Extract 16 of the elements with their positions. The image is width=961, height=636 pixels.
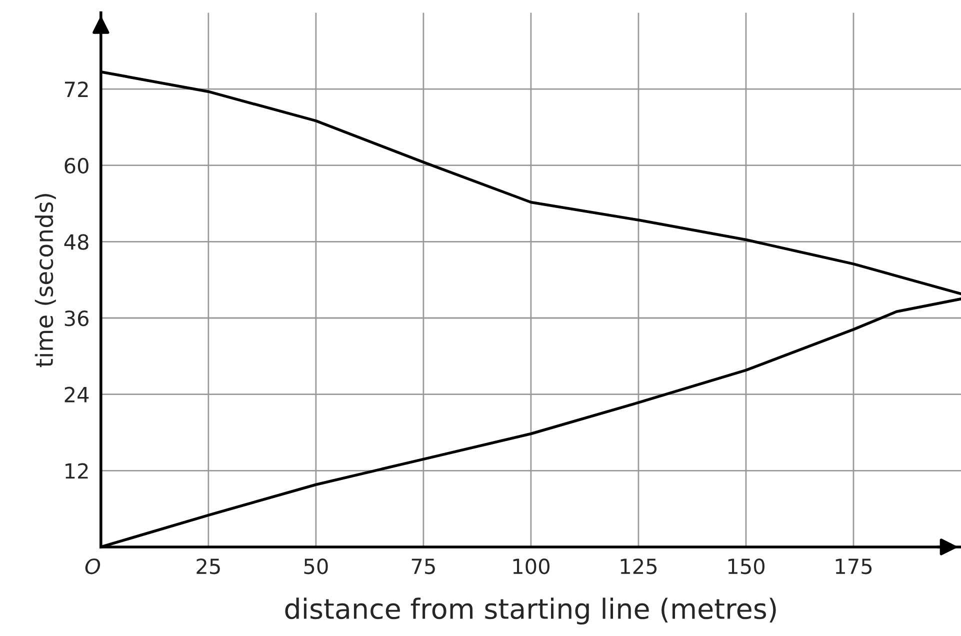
x-tick-label: 125 [620,558,657,574]
x-tick-label: 150 [728,558,764,574]
x-axis-title: distance from starting line (metres) [285,598,776,625]
y-tick-label: 60 [64,158,88,174]
x-tick-label: 25 [196,558,220,574]
x-tick-label: O [85,558,100,574]
x-tick-label: 50 [304,558,328,574]
y-tick-label: 48 [64,234,88,250]
y-tick-label: 36 [64,310,88,326]
x-tick-label: 75 [412,558,435,574]
x-tick-label: 175 [836,558,872,574]
y-tick-label: 12 [66,463,88,479]
x-tick-label: 100 [513,558,550,574]
y-tick-label: 72 [64,81,88,97]
y-axis-title: time (seconds) [34,194,56,368]
y-tick-label: 24 [64,386,89,402]
